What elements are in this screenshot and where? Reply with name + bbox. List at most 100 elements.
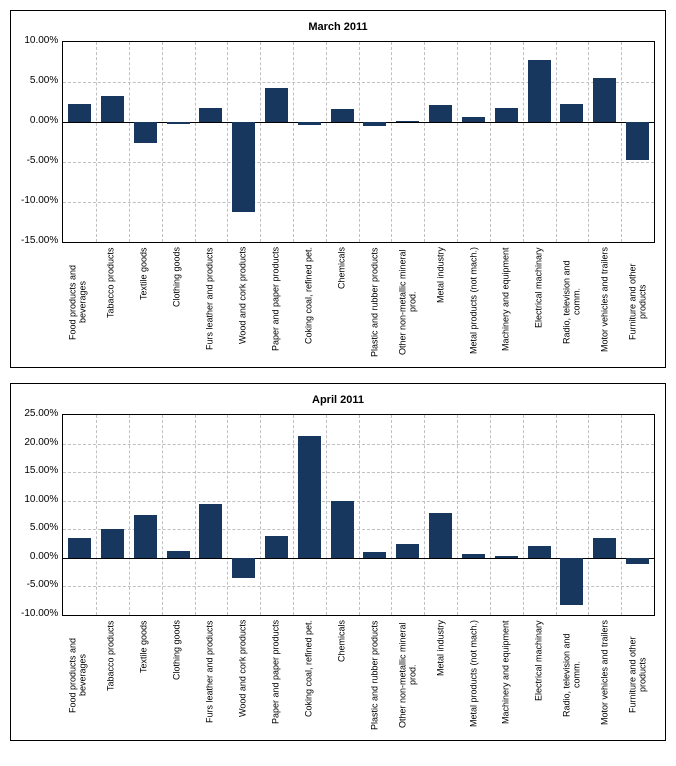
x-tick-label: Wood and cork products: [227, 247, 260, 357]
bar-slot: [555, 415, 588, 615]
bar: [134, 122, 157, 143]
x-tick-label: Electrical machinary: [523, 247, 556, 357]
x-tick-label: Textile goods: [128, 247, 161, 357]
bar: [199, 504, 222, 558]
x-tick-label: Coking coal, refined pet.: [293, 620, 326, 730]
bar-slot: [63, 42, 96, 242]
bar: [232, 122, 255, 212]
bar: [68, 104, 91, 122]
x-tick-label: Chemicals: [326, 247, 359, 357]
x-tick-label: Furs leather and products: [194, 620, 227, 730]
bar-slot: [457, 42, 490, 242]
bar: [396, 121, 419, 122]
bar-slot: [195, 42, 228, 242]
bar: [626, 122, 649, 160]
x-tick-label: Furniture and other products: [622, 247, 655, 357]
bar-slot: [621, 42, 654, 242]
x-tick-label: Machinery and equipment: [490, 247, 523, 357]
chart-title: March 2011: [21, 21, 655, 33]
bar: [167, 551, 190, 558]
bar-slot: [490, 415, 523, 615]
x-tick-label: Metal products (not mach.): [458, 247, 491, 357]
bar-slot: [129, 415, 162, 615]
bar-slot: [588, 415, 621, 615]
bar-slot: [63, 415, 96, 615]
bar: [331, 501, 354, 558]
bar: [429, 105, 452, 122]
bar-slot: [227, 415, 260, 615]
bar: [298, 122, 321, 125]
bar: [265, 88, 288, 122]
x-tick-label: Chemicals: [326, 620, 359, 730]
chart-container: April 2011 25.00%20.00%15.00%10.00%5.00%0…: [10, 383, 666, 741]
bar-slot: [555, 42, 588, 242]
x-tick-label: Food products and beverages: [62, 247, 95, 357]
x-tick-label: Electrical machinary: [523, 620, 556, 730]
bar: [528, 60, 551, 122]
bar: [593, 78, 616, 122]
bar-slot: [523, 42, 556, 242]
bar-slot: [293, 42, 326, 242]
bar: [363, 552, 386, 558]
x-axis: Food products and beveragesTabacco produ…: [62, 620, 655, 730]
chart-title: April 2011: [21, 394, 655, 406]
bar: [462, 554, 485, 557]
bar: [298, 436, 321, 558]
bar: [495, 108, 518, 122]
x-tick-label: Motor vehicles and trailers: [589, 620, 622, 730]
y-axis: 25.00%20.00%15.00%10.00%5.00%0.00%-5.00%…: [21, 414, 62, 614]
bar-slot: [162, 415, 195, 615]
x-axis: Food products and beveragesTabacco produ…: [62, 247, 655, 357]
bar: [593, 538, 616, 558]
bar-slot: [490, 42, 523, 242]
bar: [363, 122, 386, 126]
x-tick-label: Tabacco products: [95, 247, 128, 357]
x-tick-label: Clothing goods: [161, 247, 194, 357]
y-axis: 10.00%5.00%0.00%-5.00%-10.00%-15.00%: [21, 41, 62, 241]
bar-slot: [326, 415, 359, 615]
x-tick-label: Machinery and equipment: [490, 620, 523, 730]
x-tick-label: Other non-metallic mineral prod.: [392, 247, 425, 357]
bar-slot: [326, 42, 359, 242]
x-tick-label: Wood and cork products: [227, 620, 260, 730]
x-tick-label: Motor vehicles and trailers: [589, 247, 622, 357]
bar: [167, 122, 190, 124]
bar: [134, 515, 157, 558]
x-tick-label: Tabacco products: [95, 620, 128, 730]
x-tick-label: Paper and paper products: [260, 247, 293, 357]
bar: [265, 536, 288, 558]
bar: [68, 538, 91, 558]
bar-slot: [96, 415, 129, 615]
bar: [101, 96, 124, 122]
x-tick-label: Clothing goods: [161, 620, 194, 730]
plot-area: [62, 414, 655, 616]
bar: [560, 104, 583, 122]
bar-slot: [424, 42, 457, 242]
bar-slot: [457, 415, 490, 615]
x-tick-label: Metal industry: [425, 620, 458, 730]
bar-slot: [96, 42, 129, 242]
x-tick-label: Furs leather and products: [194, 247, 227, 357]
bar: [626, 558, 649, 564]
bar-slot: [260, 415, 293, 615]
plot-area: [62, 41, 655, 243]
bar: [560, 558, 583, 605]
bar-slot: [588, 42, 621, 242]
bar-slot: [523, 415, 556, 615]
x-tick-label: Radio, television and comm.: [556, 247, 589, 357]
bar-slot: [293, 415, 326, 615]
bar: [462, 117, 485, 122]
bar: [331, 109, 354, 122]
bar: [528, 546, 551, 558]
bar: [101, 529, 124, 558]
x-tick-label: Food products and beverages: [62, 620, 95, 730]
x-tick-label: Radio, television and comm.: [556, 620, 589, 730]
x-tick-label: Furniture and other products: [622, 620, 655, 730]
bar-slot: [227, 42, 260, 242]
bar-slot: [391, 415, 424, 615]
x-tick-label: Textile goods: [128, 620, 161, 730]
bar: [396, 544, 419, 558]
bar-slot: [359, 415, 392, 615]
x-tick-label: Plastic and rubber products: [359, 620, 392, 730]
x-tick-label: Paper and paper products: [260, 620, 293, 730]
